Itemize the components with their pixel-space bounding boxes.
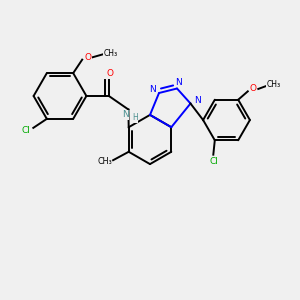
Text: CH₃: CH₃ <box>103 49 118 58</box>
Text: Cl: Cl <box>21 126 30 135</box>
Text: O: O <box>107 69 114 78</box>
Text: N: N <box>194 96 200 105</box>
Text: H: H <box>132 113 138 122</box>
Text: CH₃: CH₃ <box>97 157 112 166</box>
Text: O: O <box>84 53 91 62</box>
Text: CH₃: CH₃ <box>266 80 281 89</box>
Text: Cl: Cl <box>209 157 218 166</box>
Text: N: N <box>175 78 182 87</box>
Text: O: O <box>250 84 257 93</box>
Text: N: N <box>149 85 156 94</box>
Text: N: N <box>122 110 129 119</box>
